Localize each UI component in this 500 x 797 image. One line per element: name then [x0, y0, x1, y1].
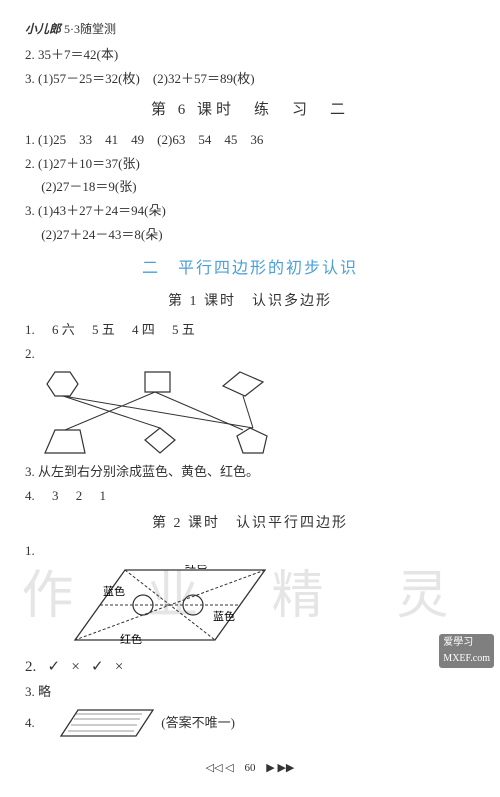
q2-diagram	[25, 368, 325, 458]
q4-v1: 2	[76, 486, 83, 507]
q2-4-note: (答案不唯一)	[161, 715, 235, 730]
q1-v1: 5 五	[92, 320, 115, 341]
q1-v2: 4 四	[132, 320, 155, 341]
label-blue-left: 蓝色	[103, 584, 125, 598]
lesson6-title: 第 6 课时 练 习 二	[25, 98, 475, 122]
match-line	[63, 396, 160, 428]
tick-0: ✓	[48, 655, 61, 679]
label-red-top: 红色	[185, 565, 207, 571]
q2-1-diagram: 红色 蓝色 蓝色 红色	[65, 565, 285, 652]
lesson1-title: 第 1 课时 认识多边形	[25, 291, 475, 313]
chapter-title: 二 平行四边形的初步认识	[25, 256, 475, 282]
p1-line3: 3. (1)57－25＝32(枚) (2)32＋57＝89(枚)	[25, 69, 475, 90]
q2-4-label: 4.	[25, 715, 35, 730]
q4-v0: 3	[52, 486, 59, 507]
brand: 小儿郎	[25, 22, 61, 36]
label-blue-right: 蓝色	[213, 609, 235, 623]
header-sub: 5·3随堂测	[64, 22, 116, 36]
pentagon-icon	[237, 428, 267, 453]
page-number: 60	[237, 760, 264, 778]
q4-label: 4.	[25, 486, 35, 507]
p2-line1: 1. (1)25 33 41 49 (2)63 54 45 36	[25, 130, 475, 151]
tick-3: ×	[115, 655, 123, 679]
q3-line: 3. 从左到右分别涂成蓝色、黄色、红色。	[25, 462, 475, 483]
hexagon-icon	[47, 372, 78, 396]
q1-line: 1. 6 六 5 五 4 四 5 五	[25, 320, 475, 341]
q1-v0: 6 六	[52, 320, 75, 341]
q2-4-line: 4. (答案不唯一)	[25, 706, 475, 742]
diamond-icon	[145, 428, 175, 453]
q2-2-label: 2.	[25, 655, 36, 679]
answer-parallelogram	[58, 715, 161, 730]
page-header: 小儿郎 5·3随堂测	[25, 20, 475, 39]
lesson2-title: 第 2 课时 认识平行四边形	[25, 513, 475, 535]
trapezoid-icon	[45, 430, 85, 453]
q2-label: 2.	[25, 344, 475, 365]
q4-line: 4. 3 2 1	[25, 486, 475, 507]
p2-line3a: 3. (1)43＋27＋24＝94(朵)	[25, 201, 475, 222]
p2-line2a: 2. (1)27＋10＝37(张)	[25, 154, 475, 175]
q1-label: 1.	[25, 320, 35, 341]
label-red-bottom: 红色	[120, 632, 142, 645]
page-footer: ◁◁ ◁ 60 ▶ ▶▶	[25, 760, 475, 778]
p2-line2b: (2)27－18＝9(张)	[25, 177, 475, 198]
rectangle-icon	[145, 372, 170, 392]
quad-icon	[223, 372, 263, 396]
p1-line2: 2. 35＋7＝42(本)	[25, 45, 475, 66]
q2-1-label: 1.	[25, 541, 475, 562]
q2-2-line: 2. ✓ × ✓ ×	[25, 655, 475, 679]
q4-v2: 1	[100, 486, 107, 507]
tick-2: ✓	[91, 655, 104, 679]
p2-line3b: (2)27＋24－43＝8(朵)	[25, 225, 475, 246]
match-line	[63, 396, 253, 428]
match-line	[243, 396, 253, 428]
q2-3-line: 3. 略	[25, 682, 475, 703]
q1-v3: 5 五	[172, 320, 195, 341]
tick-1: ×	[71, 655, 79, 679]
match-line	[65, 392, 155, 430]
